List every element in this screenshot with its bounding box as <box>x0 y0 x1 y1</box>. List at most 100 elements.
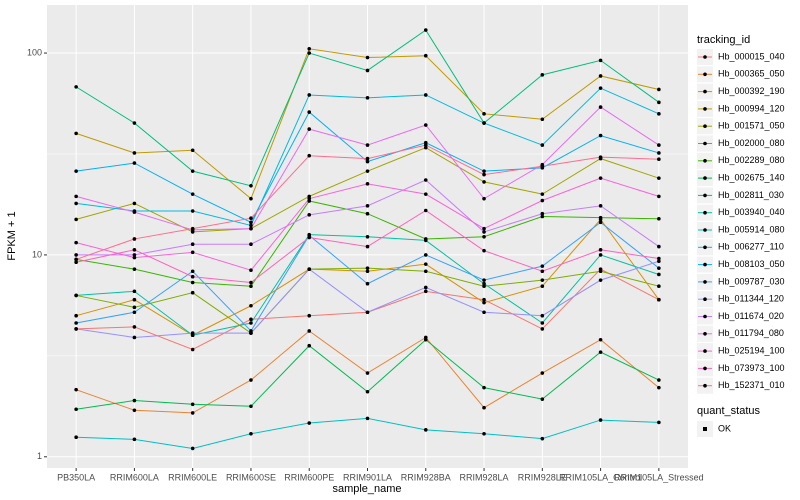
legend-label: Hb_011794_080 <box>718 328 784 338</box>
legend-label: Hb_003940_040 <box>718 207 785 217</box>
legend-point <box>703 124 707 128</box>
point <box>423 269 428 274</box>
legend-point <box>703 245 707 250</box>
legend-point <box>703 314 707 319</box>
point <box>190 226 195 231</box>
y-axis-label: FPKM + 1 <box>6 211 18 260</box>
legend-point <box>703 176 707 180</box>
point <box>423 143 428 147</box>
legend-point <box>703 141 707 146</box>
point <box>132 305 137 310</box>
point <box>657 272 661 277</box>
point <box>190 446 195 451</box>
point <box>132 255 137 260</box>
point <box>249 303 253 308</box>
point <box>307 127 312 131</box>
point <box>423 428 428 432</box>
point <box>482 405 486 410</box>
legend-point <box>703 349 707 353</box>
x-tick-label: PB350LA <box>57 472 95 482</box>
point <box>482 300 486 305</box>
x-tick-label: RRIM105LA_Control <box>559 472 642 482</box>
point <box>132 408 137 413</box>
point <box>249 183 253 188</box>
point <box>365 281 370 286</box>
point <box>74 435 78 440</box>
point <box>657 244 661 249</box>
point <box>190 192 195 196</box>
legend-label: Hb_011674_020 <box>718 311 784 321</box>
legend-label: Hb_002675_140 <box>718 172 785 182</box>
legend-title: tracking_id <box>697 34 750 46</box>
point <box>307 329 312 333</box>
point <box>365 55 370 60</box>
point <box>598 337 603 342</box>
point <box>307 153 312 158</box>
point <box>482 230 486 234</box>
point <box>657 259 661 264</box>
point <box>190 411 195 415</box>
point <box>249 317 253 322</box>
x-tick-label: RRIM600LE <box>168 472 217 482</box>
point <box>598 204 603 208</box>
point <box>540 143 545 147</box>
point <box>74 321 78 325</box>
legend-label: Hb_002289_080 <box>718 155 785 165</box>
point <box>540 397 545 401</box>
legend-point <box>703 193 707 198</box>
point <box>249 331 253 335</box>
point <box>598 74 603 78</box>
point <box>482 180 486 184</box>
point <box>190 290 195 295</box>
point <box>132 201 137 206</box>
point <box>307 343 312 348</box>
point <box>657 87 661 92</box>
legend-point <box>703 159 707 163</box>
point <box>423 285 428 290</box>
point <box>74 313 78 318</box>
point <box>423 93 428 97</box>
legend-label: Hb_025194_100 <box>718 345 785 355</box>
point <box>540 117 545 122</box>
point <box>132 121 137 125</box>
legend-point <box>703 89 707 94</box>
point <box>307 421 312 425</box>
point <box>307 196 312 201</box>
point <box>365 68 370 73</box>
point <box>74 407 78 412</box>
point <box>482 431 486 436</box>
point <box>598 253 603 257</box>
x-tick-label: RRIM928BA <box>401 472 451 482</box>
point <box>482 385 486 390</box>
point <box>482 284 486 288</box>
point <box>307 110 312 114</box>
legend-label: Hb_002811_030 <box>718 190 784 200</box>
point <box>190 169 195 173</box>
point <box>657 385 661 390</box>
point <box>657 143 661 147</box>
legend-label: Hb_000392_190 <box>718 86 785 96</box>
point <box>74 217 78 222</box>
point <box>132 267 137 271</box>
point <box>190 209 195 213</box>
point <box>365 310 370 315</box>
shape-legend-title: quant_status <box>697 405 760 417</box>
x-axis-label: sample_name <box>332 483 401 495</box>
point <box>482 281 486 286</box>
point <box>482 112 486 116</box>
point <box>249 242 253 247</box>
x-tick-label: RRIM901LA <box>343 472 392 482</box>
point <box>598 269 603 274</box>
point <box>365 416 370 421</box>
legend-point <box>703 72 707 77</box>
point <box>598 248 603 252</box>
legend-label: Hb_000015_040 <box>718 51 785 61</box>
legend-point <box>703 297 707 302</box>
point <box>657 216 661 221</box>
point <box>423 238 428 243</box>
legend-label: Hb_008103_050 <box>718 259 785 269</box>
point <box>132 161 137 165</box>
point <box>423 140 428 145</box>
point <box>365 159 370 164</box>
